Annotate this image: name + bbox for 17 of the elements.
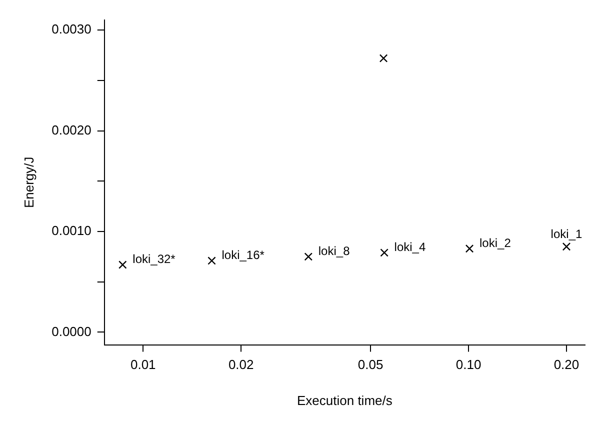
y-tick-label: 0.0030 xyxy=(52,22,92,37)
y-tick-label: 0.0020 xyxy=(52,122,92,138)
x-tick-label: 0.05 xyxy=(358,357,384,372)
annotation: loki_1 xyxy=(550,226,582,241)
x-axis-title: Execution time/s xyxy=(296,392,393,408)
y-axis-title: Energy/J xyxy=(21,156,36,208)
annotation: loki_8 xyxy=(318,244,350,258)
annotation: loki_32* xyxy=(132,252,176,266)
x-tick-label: 0.20 xyxy=(554,357,580,372)
x-tick-label: 0.01 xyxy=(130,357,156,372)
annotation: loki_16* xyxy=(222,248,265,262)
x-tick-label: 0.10 xyxy=(456,357,482,372)
y-tick-label: 0.0010 xyxy=(52,223,92,238)
annotation: loki_2 xyxy=(480,236,512,250)
y-tick-label: 0.0000 xyxy=(52,324,92,339)
x-tick-label: 0.02 xyxy=(228,357,254,372)
annotation: loki_4 xyxy=(394,240,426,254)
